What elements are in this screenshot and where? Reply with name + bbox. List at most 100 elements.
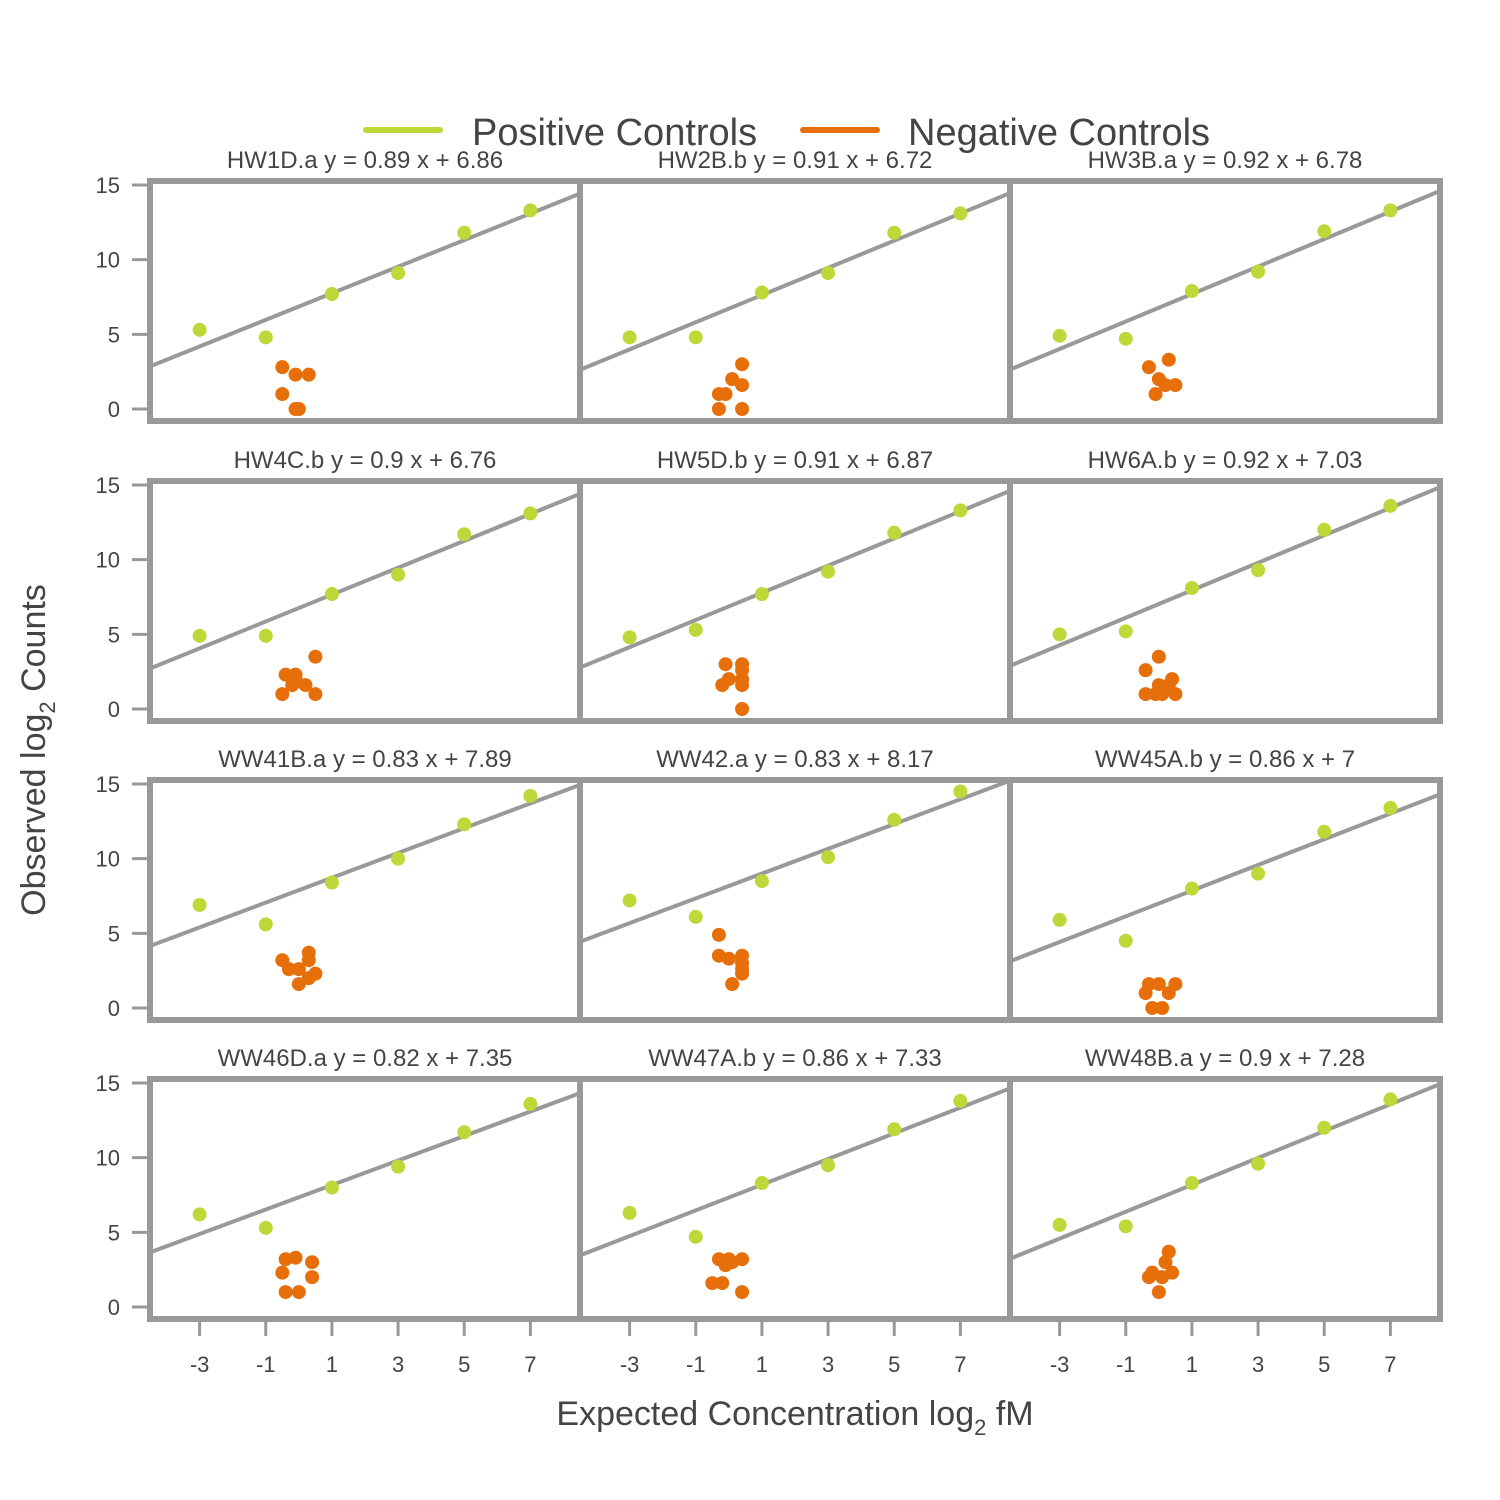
negative-control-point (288, 1250, 303, 1265)
x-tick-label: -1 (686, 1352, 706, 1377)
positive-control-point (887, 225, 902, 240)
positive-control-point (1118, 331, 1133, 346)
panel-title: HW1D.a y = 0.89 x + 6.86 (227, 147, 503, 174)
positive-control-point (1118, 624, 1133, 639)
fit-line (1010, 1082, 1440, 1261)
fit-line (1010, 189, 1440, 372)
negative-control-point (1145, 1001, 1160, 1015)
positive-control-point (688, 622, 703, 637)
y-tick-label: 15 (96, 173, 120, 198)
panel-title: WW47A.b y = 0.86 x + 7.33 (648, 1045, 941, 1072)
negative-control-point (281, 962, 296, 977)
panel-plot-area (1010, 485, 1440, 702)
negative-control-point (1158, 1255, 1173, 1270)
panel-frame (147, 777, 583, 1023)
positive-control-point (1317, 522, 1332, 537)
y-axes: 0 5 10 15 0 5 10 15 0 5 10 15 0 5 10 15 (96, 173, 150, 1320)
panel-plot-area (580, 780, 1010, 992)
facet-panels: HW1D.a y = 0.89 x + 6.86 HW2B.b y = 0.91 … (147, 147, 1443, 1322)
x-tick-label: -1 (256, 1352, 276, 1377)
x-tick-label: 3 (1252, 1352, 1264, 1377)
positive-control-point (622, 893, 637, 908)
positive-control-point (192, 628, 207, 643)
positive-control-point (821, 1158, 836, 1173)
negative-control-point (725, 977, 740, 992)
positive-control-point (953, 1093, 968, 1108)
negative-control-point (1151, 1285, 1166, 1300)
positive-control-point (1251, 866, 1266, 881)
facet-panel: WW46D.a y = 0.82 x + 7.35 (147, 1045, 583, 1322)
positive-control-point (1052, 912, 1067, 927)
x-tick-label: 3 (392, 1352, 404, 1377)
positive-control-point (457, 225, 472, 240)
legend: Positive Controls Negative Controls (363, 112, 1210, 154)
negative-control-point (1168, 687, 1183, 702)
negative-control-point (278, 1285, 293, 1300)
negative-control-point (718, 1258, 733, 1273)
y-tick-label: 0 (108, 1295, 120, 1320)
panel-title: HW2B.b y = 0.91 x + 6.72 (658, 147, 933, 174)
negative-control-point (288, 672, 303, 687)
positive-control-point (324, 587, 339, 602)
facet-panel: WW45A.b y = 0.86 x + 7 (1007, 746, 1443, 1023)
negative-control-point (1141, 360, 1156, 375)
positive-control-point (391, 567, 406, 582)
y-tick-label: 0 (108, 697, 120, 722)
negative-control-point (1151, 977, 1166, 992)
fit-line (150, 191, 580, 369)
fit-line (1010, 792, 1440, 964)
negative-control-point (1165, 672, 1180, 687)
facet-panel: WW47A.b y = 0.86 x + 7.33 (577, 1045, 1013, 1322)
fit-line (580, 1086, 1010, 1258)
x-tick-label: 7 (954, 1352, 966, 1377)
negative-control-point (308, 649, 323, 664)
negative-control-point (1148, 387, 1163, 402)
negative-control-point (291, 962, 306, 977)
fit-line (150, 1091, 580, 1255)
positive-control-point (1118, 933, 1133, 948)
positive-control-point (688, 909, 703, 924)
fit-line (150, 491, 580, 671)
negative-control-point (301, 367, 316, 382)
x-tick-label: 7 (1384, 1352, 1396, 1377)
facet-panel: HW5D.b y = 0.91 x + 6.87 (577, 447, 1013, 724)
panel-plot-area (1010, 792, 1440, 1015)
positive-control-point (1184, 581, 1199, 596)
negative-control-point (711, 927, 726, 942)
x-axis-title: Expected Concentration log2 fM (556, 1395, 1033, 1440)
facet-panel: WW48B.a y = 0.9 x + 7.28 (1007, 1045, 1443, 1322)
positive-control-point (688, 330, 703, 345)
fit-line (150, 782, 580, 948)
panel-frame (1007, 777, 1443, 1023)
positive-control-point (887, 1122, 902, 1137)
panel-title: WW46D.a y = 0.82 x + 7.35 (218, 1045, 513, 1072)
y-tick-label: 10 (96, 847, 120, 872)
negative-control-point (735, 966, 750, 981)
panel-plot-area (150, 1091, 580, 1300)
panel-frame (577, 777, 1013, 1023)
negative-control-point (711, 402, 726, 416)
facet-panel: WW41B.a y = 0.83 x + 7.89 (147, 746, 583, 1023)
facet-panel: HW3B.a y = 0.92 x + 6.78 (1007, 147, 1443, 424)
positive-control-point (258, 1220, 273, 1235)
positive-control-point (324, 287, 339, 302)
panel-title: WW42.a y = 0.83 x + 8.17 (656, 746, 933, 773)
panel-plot-area (580, 191, 1010, 416)
panel-plot-area (150, 782, 580, 992)
facet-panel: HW4C.b y = 0.9 x + 6.76 (147, 447, 583, 724)
positive-control-point (1184, 1176, 1199, 1191)
negative-control-point (305, 1270, 320, 1285)
negative-control-point (735, 357, 750, 372)
facet-panel: HW2B.b y = 0.91 x + 6.72 (577, 147, 1013, 424)
positive-control-point (324, 1180, 339, 1195)
positive-control-point (1251, 264, 1266, 279)
negative-control-point (715, 678, 730, 693)
negative-control-point (1165, 1265, 1180, 1280)
fit-line (1010, 485, 1440, 668)
fit-line (580, 780, 1010, 944)
positive-control-point (622, 630, 637, 645)
positive-control-point (523, 506, 538, 521)
x-tick-label: 5 (1318, 1352, 1330, 1377)
negative-control-point (301, 953, 316, 968)
